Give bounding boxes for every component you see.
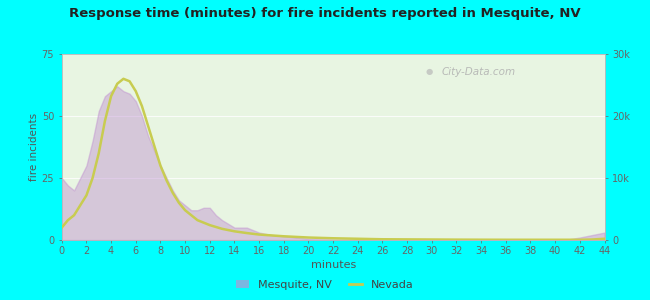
X-axis label: minutes: minutes	[311, 260, 356, 270]
Y-axis label: fire incidents: fire incidents	[29, 113, 39, 181]
Text: Response time (minutes) for fire incidents reported in Mesquite, NV: Response time (minutes) for fire inciden…	[69, 8, 581, 20]
Text: City-Data.com: City-Data.com	[441, 67, 516, 77]
Text: ●: ●	[425, 67, 433, 76]
Legend: Mesquite, NV, Nevada: Mesquite, NV, Nevada	[231, 275, 419, 294]
